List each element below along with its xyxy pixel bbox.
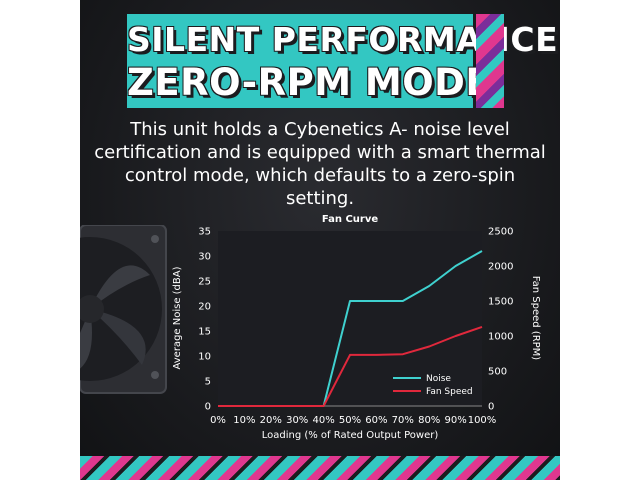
x-tick-label: 60% [365, 415, 387, 426]
bottom-stripe-decoration [80, 456, 560, 480]
fan-image [80, 225, 167, 394]
x-tick-label: 10% [233, 415, 255, 426]
left-y-tick-label: 35 [198, 227, 211, 238]
left-y-tick-label: 30 [198, 252, 211, 263]
series-line-fan-speed [218, 325, 483, 407]
y-axis-left-title: Average Noise (dBA) [172, 266, 183, 369]
series-lines [218, 250, 483, 407]
left-y-tick-label: 5 [205, 377, 211, 388]
right-y-tick-label: 0 [488, 402, 494, 413]
legend-label-fan-speed: Fan Speed [426, 387, 473, 397]
plot-area [218, 231, 482, 406]
x-tick-label: 30% [286, 415, 308, 426]
right-y-tick-labels: 0 500 1000 1500 2000 2500 [488, 227, 513, 413]
legend-label-noise: Noise [426, 374, 451, 384]
banner-stripe-decoration [476, 14, 504, 108]
right-y-tick-label: 2000 [488, 262, 513, 273]
feature-description: This unit holds a Cybenetics A- noise le… [94, 119, 546, 209]
right-y-tick-label: 2500 [488, 227, 513, 238]
x-axis-title: Loading (% of Rated Output Power) [262, 430, 439, 441]
y-axis-right-title: Fan Speed (RPM) [530, 276, 541, 361]
left-y-tick-label: 10 [198, 352, 211, 363]
x-tick-label: 0% [210, 415, 226, 426]
x-tick-label: 20% [260, 415, 282, 426]
fan-curve-chart: Fan Curve 0 5 10 15 20 25 30 35 0 500 1000 1500 200… [172, 214, 541, 441]
chart-title: Fan Curve [322, 214, 379, 225]
x-tick-label: 80% [418, 415, 440, 426]
banner-title-line2: ZERO-RPM MODE [127, 61, 492, 104]
left-y-tick-label: 0 [205, 402, 211, 413]
left-y-tick-label: 25 [198, 277, 211, 288]
left-y-tick-labels: 0 5 10 15 20 25 30 35 [198, 227, 211, 413]
left-y-tick-label: 15 [198, 327, 211, 338]
promo-panel: SILENT PERFORMANCE ZERO-RPM MODE This un… [80, 0, 560, 480]
x-tick-labels: 0% 10% 20% 30% 40% 50% 60% 70% 80% 90% 100% [210, 415, 496, 426]
left-y-tick-label: 20 [198, 302, 211, 313]
legend: Noise Fan Speed [393, 374, 473, 397]
x-tick-label: 100% [468, 415, 497, 426]
right-y-tick-label: 1000 [488, 332, 513, 343]
x-tick-label: 40% [312, 415, 334, 426]
right-y-tick-label: 500 [488, 367, 507, 378]
x-tick-label: 90% [444, 415, 466, 426]
x-tick-label: 50% [339, 415, 361, 426]
right-y-tick-label: 1500 [488, 297, 513, 308]
x-tick-label: 70% [392, 415, 414, 426]
